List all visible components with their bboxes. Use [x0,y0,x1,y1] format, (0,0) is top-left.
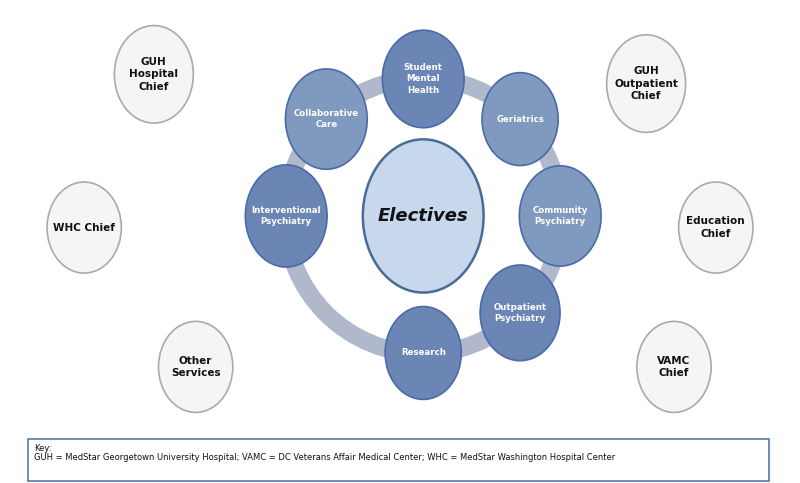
Ellipse shape [385,307,462,399]
Text: WHC Chief: WHC Chief [54,223,115,233]
FancyBboxPatch shape [29,439,770,481]
Text: Outpatient
Psychiatry: Outpatient Psychiatry [494,303,546,323]
Text: Electives: Electives [378,207,469,225]
Ellipse shape [47,182,122,273]
Text: GUH
Outpatient
Chief: GUH Outpatient Chief [614,66,678,101]
Text: VAMC
Chief: VAMC Chief [658,355,690,378]
Ellipse shape [637,321,711,412]
Ellipse shape [519,166,601,266]
Ellipse shape [158,321,233,412]
Ellipse shape [286,69,367,169]
Text: Research: Research [401,348,446,357]
Text: GUH = MedStar Georgetown University Hospital; VAMC = DC Veterans Affair Medical : GUH = MedStar Georgetown University Hosp… [34,453,615,462]
Text: Community
Psychiatry: Community Psychiatry [533,206,588,226]
Text: Geriatrics: Geriatrics [496,114,544,124]
Text: Key:: Key: [34,443,51,453]
Ellipse shape [363,139,483,293]
Text: Interventional
Psychiatry: Interventional Psychiatry [251,206,321,226]
Ellipse shape [278,70,569,362]
Ellipse shape [606,35,686,132]
Text: Other
Services: Other Services [171,355,221,378]
Ellipse shape [382,30,464,128]
Ellipse shape [295,88,551,344]
Text: Education
Chief: Education Chief [686,216,745,239]
Text: Student
Mental
Health: Student Mental Health [404,63,442,95]
Ellipse shape [114,26,194,123]
Text: GUH
Hospital
Chief: GUH Hospital Chief [130,57,178,92]
Text: Collaborative
Care: Collaborative Care [294,109,359,129]
Ellipse shape [482,72,558,166]
Ellipse shape [246,165,327,267]
Ellipse shape [480,265,560,361]
Ellipse shape [678,182,753,273]
